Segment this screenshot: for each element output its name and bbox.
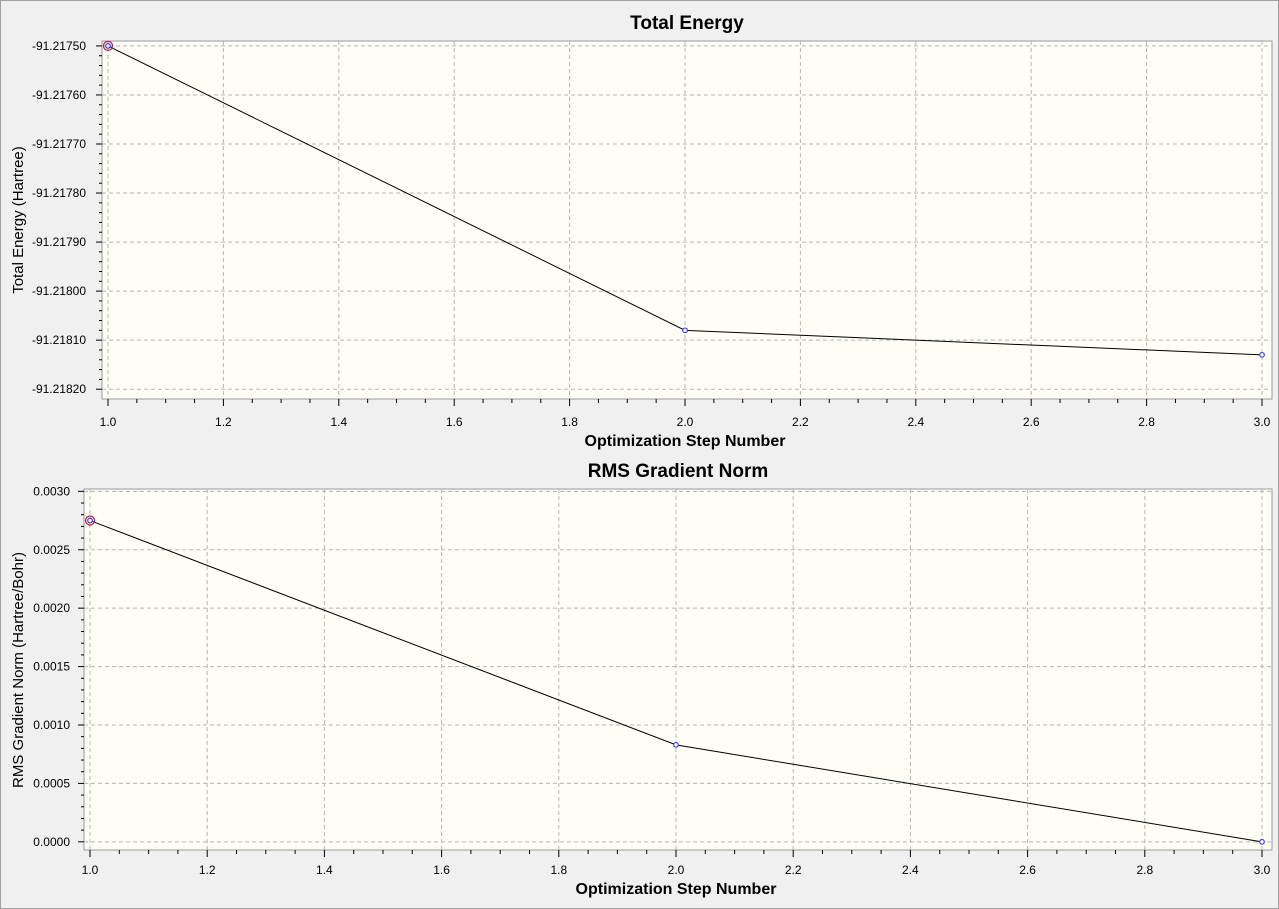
y-tick-label: -91.21800 <box>32 284 86 298</box>
y-tick-label: 0.0020 <box>33 601 70 615</box>
x-tick-label: 1.0 <box>100 415 117 429</box>
x-axis-ticks: 1.0 1.2 1.4 1.6 1.8 2.0 2.2 2.4 2.6 2.8 3.0 <box>82 850 1271 877</box>
x-tick-label: 2.4 <box>902 863 919 877</box>
y-tick-label: 0.0025 <box>33 543 70 557</box>
plot-area <box>83 488 1273 851</box>
y-tick-label: -91.21780 <box>32 186 86 200</box>
y-tick-label: 0.0010 <box>33 718 70 732</box>
y-axis-ticks: -91.21750 -91.21760 -91.21770 -91.21780 -91.… <box>32 39 102 396</box>
x-tick-label: 2.6 <box>1019 863 1036 877</box>
x-tick-label: 1.8 <box>561 415 578 429</box>
x-tick-label: 1.6 <box>433 863 450 877</box>
plot-area <box>101 40 1273 400</box>
y-tick-label: -91.21810 <box>32 333 86 347</box>
x-tick-label: 1.6 <box>446 415 463 429</box>
data-point[interactable] <box>87 517 93 524</box>
y-axis-ticks: 0.0000 0.0005 0.0010 0.0015 0.0020 0.0025 0.00… <box>33 484 84 849</box>
x-tick-label: 2.2 <box>785 863 802 877</box>
data-point[interactable] <box>682 327 688 334</box>
x-tick-label: 3.0 <box>1254 415 1271 429</box>
y-tick-label: 0.0005 <box>33 776 70 790</box>
x-tick-label: 2.2 <box>792 415 809 429</box>
x-tick-label: 2.8 <box>1138 415 1155 429</box>
y-axis-label: RMS Gradient Norm (Hartree/Bohr) <box>10 552 27 788</box>
x-tick-label: 1.8 <box>550 863 567 877</box>
rms-gradient-norm-chart: RMS Gradient Norm 0.00000.00050.00100.00… <box>10 461 1273 898</box>
x-tick-label: 2.6 <box>1023 415 1040 429</box>
y-tick-label: -91.21760 <box>32 88 86 102</box>
chart-title: RMS Gradient Norm <box>588 461 769 482</box>
grid-lines <box>84 489 1272 850</box>
y-tick-label: -91.21820 <box>32 382 86 396</box>
x-axis-label: Optimization Step Number <box>576 881 777 898</box>
x-tick-label: 2.0 <box>668 863 685 877</box>
x-tick-label: 1.2 <box>199 863 216 877</box>
y-tick-label: -91.21770 <box>32 137 86 151</box>
data-point[interactable] <box>673 741 679 748</box>
chart-title: Total Energy <box>630 13 744 34</box>
x-tick-label: 2.8 <box>1136 863 1153 877</box>
x-tick-label: 1.2 <box>215 415 232 429</box>
total-energy-chart: Total Energy -91.21750 -91.21760 -91.21770… <box>10 13 1273 450</box>
y-tick-label: 0.0000 <box>33 835 70 849</box>
x-axis-label: Optimization Step Number <box>585 433 786 450</box>
x-tick-label: 3.0 <box>1254 863 1271 877</box>
data-point[interactable] <box>1259 838 1265 845</box>
series-rms-gradient <box>84 515 1265 845</box>
data-point[interactable] <box>1259 351 1265 358</box>
y-tick-label: 0.0015 <box>33 660 70 674</box>
x-tick-label: 1.4 <box>330 415 347 429</box>
grid-lines <box>102 41 1272 399</box>
x-tick-label: 1.4 <box>316 863 333 877</box>
selected-point-marker[interactable] <box>102 40 114 52</box>
y-tick-label: -91.21750 <box>32 39 86 53</box>
data-point[interactable] <box>105 43 111 49</box>
x-tick-label: 1.0 <box>82 863 99 877</box>
x-axis-ticks: 1.0 1.2 1.4 1.6 1.8 2.0 2.2 2.4 2.6 2.8 3.0 <box>100 399 1271 429</box>
y-tick-label: -91.21790 <box>32 235 86 249</box>
selected-point-marker[interactable] <box>84 515 96 526</box>
y-tick-label: 0.0030 <box>33 484 70 498</box>
series-total-energy <box>102 40 1265 358</box>
x-tick-label: 2.4 <box>907 415 924 429</box>
x-tick-label: 2.0 <box>677 415 694 429</box>
y-axis-label: Total Energy (Hartree) <box>10 146 27 294</box>
